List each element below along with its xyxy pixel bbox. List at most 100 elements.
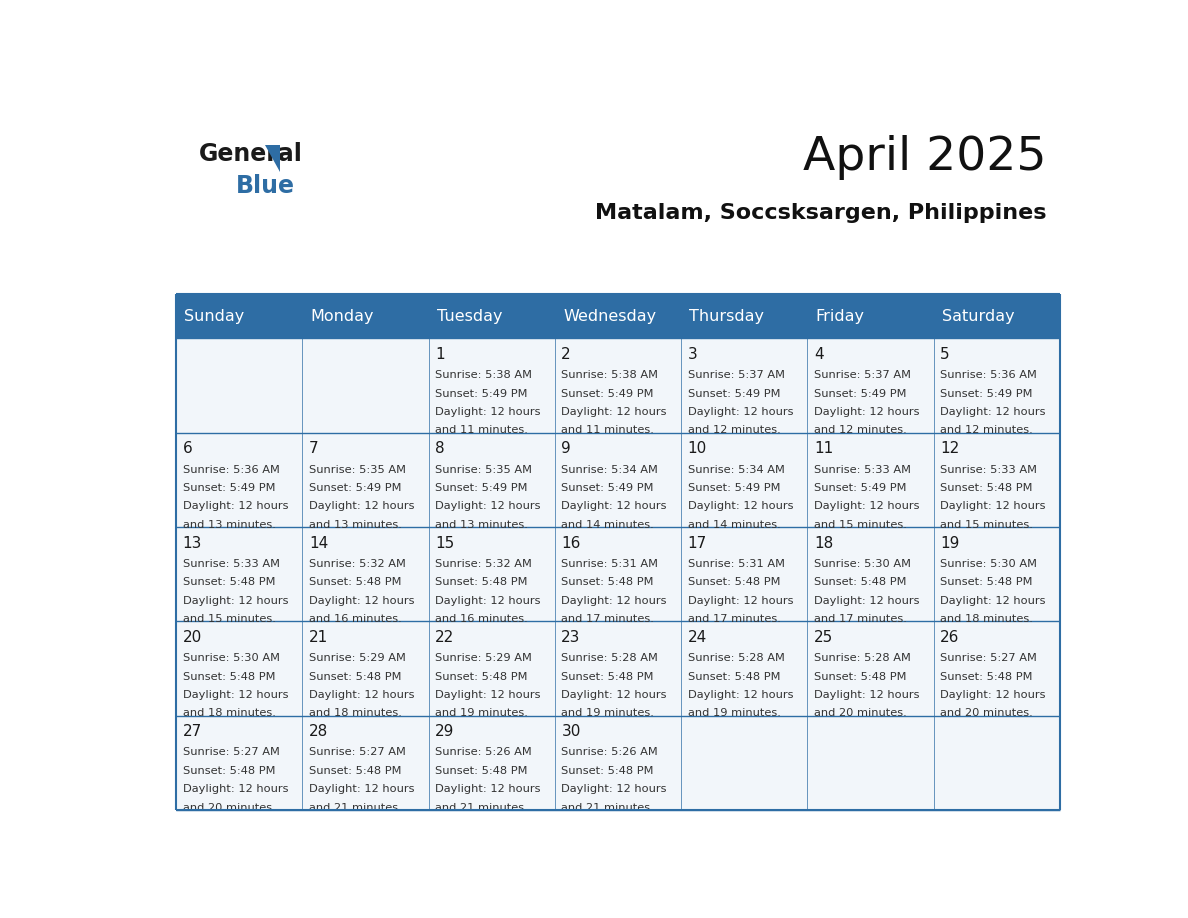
Text: Daylight: 12 hours: Daylight: 12 hours	[688, 501, 794, 511]
Bar	[808, 621, 934, 716]
Text: and 17 minutes.: and 17 minutes.	[562, 614, 655, 624]
Text: 28: 28	[309, 724, 328, 739]
Text: 19: 19	[940, 535, 960, 551]
Bar	[681, 716, 808, 810]
Text: Sunrise: 5:26 AM: Sunrise: 5:26 AM	[435, 747, 532, 757]
Text: Sunset: 5:49 PM: Sunset: 5:49 PM	[435, 388, 527, 398]
Text: Daylight: 12 hours: Daylight: 12 hours	[688, 407, 794, 417]
Text: Tuesday: Tuesday	[437, 308, 503, 324]
Text: Sunrise: 5:35 AM: Sunrise: 5:35 AM	[435, 465, 532, 475]
Bar	[303, 432, 429, 527]
Bar	[555, 716, 681, 810]
Text: Daylight: 12 hours: Daylight: 12 hours	[940, 501, 1045, 511]
Text: and 21 minutes.: and 21 minutes.	[435, 802, 527, 812]
Text: Sunset: 5:48 PM: Sunset: 5:48 PM	[940, 577, 1032, 588]
Text: Daylight: 12 hours: Daylight: 12 hours	[309, 501, 415, 511]
Bar	[176, 294, 1060, 339]
Bar	[808, 527, 934, 621]
Text: Matalam, Soccsksargen, Philippines: Matalam, Soccsksargen, Philippines	[595, 204, 1047, 223]
Text: and 13 minutes.: and 13 minutes.	[309, 520, 402, 530]
Bar	[808, 716, 934, 810]
Text: Sunrise: 5:26 AM: Sunrise: 5:26 AM	[562, 747, 658, 757]
Bar	[176, 716, 303, 810]
Text: Daylight: 12 hours: Daylight: 12 hours	[435, 596, 541, 606]
Text: and 14 minutes.: and 14 minutes.	[688, 520, 781, 530]
Text: Sunrise: 5:34 AM: Sunrise: 5:34 AM	[562, 465, 658, 475]
Text: Daylight: 12 hours: Daylight: 12 hours	[940, 407, 1045, 417]
Text: Sunrise: 5:28 AM: Sunrise: 5:28 AM	[688, 654, 784, 663]
Text: Daylight: 12 hours: Daylight: 12 hours	[814, 407, 920, 417]
Text: Sunset: 5:48 PM: Sunset: 5:48 PM	[562, 577, 653, 588]
Bar	[934, 621, 1060, 716]
Bar	[681, 432, 808, 527]
Text: Sunset: 5:48 PM: Sunset: 5:48 PM	[183, 766, 276, 776]
Text: 10: 10	[688, 442, 707, 456]
Text: Daylight: 12 hours: Daylight: 12 hours	[940, 690, 1045, 700]
Text: April 2025: April 2025	[803, 135, 1047, 180]
Text: 25: 25	[814, 630, 833, 644]
Bar	[681, 621, 808, 716]
Text: Sunset: 5:48 PM: Sunset: 5:48 PM	[940, 672, 1032, 681]
Text: Daylight: 12 hours: Daylight: 12 hours	[183, 501, 287, 511]
Bar	[303, 716, 429, 810]
Text: 26: 26	[940, 630, 960, 644]
Text: 17: 17	[688, 535, 707, 551]
Bar	[808, 432, 934, 527]
Text: Sunset: 5:48 PM: Sunset: 5:48 PM	[562, 766, 653, 776]
Text: Daylight: 12 hours: Daylight: 12 hours	[435, 690, 541, 700]
Text: and 18 minutes.: and 18 minutes.	[940, 614, 1034, 624]
Text: Sunrise: 5:28 AM: Sunrise: 5:28 AM	[814, 654, 911, 663]
Text: and 12 minutes.: and 12 minutes.	[814, 425, 906, 435]
Text: Sunset: 5:49 PM: Sunset: 5:49 PM	[562, 483, 653, 493]
Text: and 16 minutes.: and 16 minutes.	[309, 614, 402, 624]
Bar	[681, 339, 808, 432]
Text: 24: 24	[688, 630, 707, 644]
Bar	[555, 621, 681, 716]
Bar	[429, 527, 555, 621]
Text: Sunset: 5:48 PM: Sunset: 5:48 PM	[688, 577, 781, 588]
Polygon shape	[265, 145, 280, 172]
Text: Sunset: 5:49 PM: Sunset: 5:49 PM	[309, 483, 402, 493]
Text: Sunrise: 5:29 AM: Sunrise: 5:29 AM	[309, 654, 406, 663]
Bar	[176, 527, 303, 621]
Text: Daylight: 12 hours: Daylight: 12 hours	[183, 596, 287, 606]
Bar	[176, 432, 303, 527]
Text: 30: 30	[562, 724, 581, 739]
Text: Sunrise: 5:36 AM: Sunrise: 5:36 AM	[940, 370, 1037, 380]
Text: 16: 16	[562, 535, 581, 551]
Text: and 12 minutes.: and 12 minutes.	[688, 425, 781, 435]
Text: 18: 18	[814, 535, 833, 551]
Text: Sunset: 5:49 PM: Sunset: 5:49 PM	[562, 388, 653, 398]
Text: Daylight: 12 hours: Daylight: 12 hours	[435, 407, 541, 417]
Text: Sunrise: 5:30 AM: Sunrise: 5:30 AM	[814, 559, 911, 569]
Text: 8: 8	[435, 442, 444, 456]
Text: Daylight: 12 hours: Daylight: 12 hours	[562, 407, 666, 417]
Text: Sunset: 5:48 PM: Sunset: 5:48 PM	[435, 672, 527, 681]
Text: Sunset: 5:48 PM: Sunset: 5:48 PM	[309, 766, 402, 776]
Text: and 15 minutes.: and 15 minutes.	[940, 520, 1034, 530]
Text: Sunrise: 5:27 AM: Sunrise: 5:27 AM	[940, 654, 1037, 663]
Text: and 13 minutes.: and 13 minutes.	[183, 520, 276, 530]
Bar	[303, 621, 429, 716]
Text: Sunrise: 5:30 AM: Sunrise: 5:30 AM	[183, 654, 279, 663]
Text: Sunrise: 5:35 AM: Sunrise: 5:35 AM	[309, 465, 406, 475]
Text: and 12 minutes.: and 12 minutes.	[940, 425, 1032, 435]
Bar	[429, 339, 555, 432]
Text: Sunrise: 5:29 AM: Sunrise: 5:29 AM	[435, 654, 532, 663]
Bar	[429, 621, 555, 716]
Text: Friday: Friday	[816, 308, 865, 324]
Text: 23: 23	[562, 630, 581, 644]
Text: Sunrise: 5:28 AM: Sunrise: 5:28 AM	[562, 654, 658, 663]
Text: 4: 4	[814, 347, 823, 362]
Text: and 11 minutes.: and 11 minutes.	[562, 425, 655, 435]
Text: 27: 27	[183, 724, 202, 739]
Text: and 21 minutes.: and 21 minutes.	[309, 802, 402, 812]
Text: Daylight: 12 hours: Daylight: 12 hours	[562, 501, 666, 511]
Bar	[934, 716, 1060, 810]
Text: Sunset: 5:48 PM: Sunset: 5:48 PM	[814, 672, 906, 681]
Text: Sunset: 5:49 PM: Sunset: 5:49 PM	[940, 388, 1032, 398]
Text: and 20 minutes.: and 20 minutes.	[814, 709, 906, 718]
Text: Sunset: 5:49 PM: Sunset: 5:49 PM	[688, 483, 781, 493]
Text: 20: 20	[183, 630, 202, 644]
Text: Sunrise: 5:36 AM: Sunrise: 5:36 AM	[183, 465, 279, 475]
